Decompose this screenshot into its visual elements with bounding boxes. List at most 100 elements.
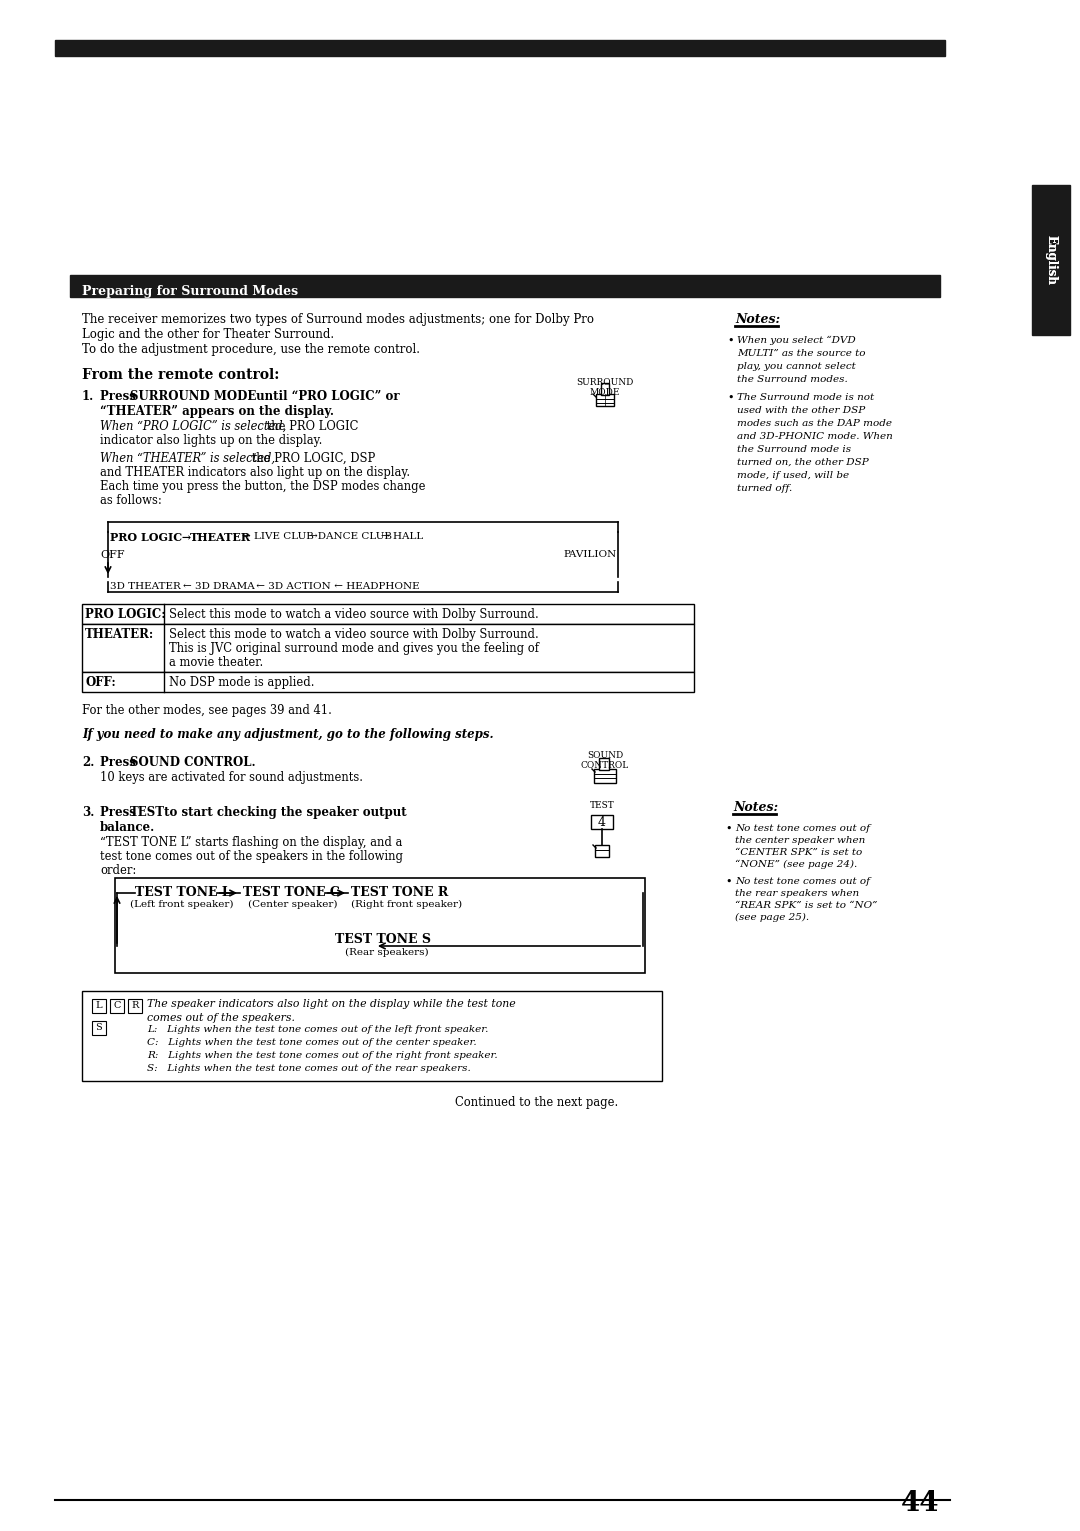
- Text: Preparing for Surround Modes: Preparing for Surround Modes: [82, 285, 298, 299]
- Text: •: •: [727, 335, 733, 346]
- Bar: [82, 991, 662, 1081]
- Text: modes such as the DAP mode: modes such as the DAP mode: [737, 419, 892, 429]
- Text: (see page 25).: (see page 25).: [735, 912, 809, 922]
- Text: If you need to make any adjustment, go to the following steps.: If you need to make any adjustment, go t…: [82, 729, 494, 741]
- Text: Press: Press: [100, 390, 140, 403]
- Text: 2.: 2.: [82, 756, 94, 769]
- Text: TEST TONE S: TEST TONE S: [335, 932, 431, 946]
- Text: R:   Lights when the test tone comes out of the right front speaker.: R: Lights when the test tone comes out o…: [147, 1050, 498, 1059]
- Text: Select this mode to watch a video source with Dolby Surround.: Select this mode to watch a video source…: [168, 628, 539, 641]
- Text: (Rear speakers): (Rear speakers): [345, 948, 429, 957]
- Text: For the other modes, see pages 39 and 41.: For the other modes, see pages 39 and 41…: [82, 704, 332, 717]
- Text: The receiver memorizes two types of Surround modes adjustments; one for Dolby Pr: The receiver memorizes two types of Surr…: [82, 312, 594, 326]
- Text: mode, if used, will be: mode, if used, will be: [737, 472, 849, 481]
- Bar: [82, 672, 694, 692]
- Bar: [92, 1000, 106, 1014]
- Text: (Right front speaker): (Right front speaker): [351, 900, 462, 909]
- Text: PAVILION: PAVILION: [563, 550, 617, 559]
- Bar: [82, 605, 694, 625]
- Text: C: C: [113, 1001, 121, 1010]
- Text: ← 3D ACTION: ← 3D ACTION: [253, 582, 330, 591]
- Text: →: →: [178, 531, 191, 544]
- Text: When you select “DVD: When you select “DVD: [737, 335, 855, 346]
- Text: the Surround mode is: the Surround mode is: [737, 446, 851, 455]
- Bar: [595, 845, 609, 857]
- Text: (Center speaker): (Center speaker): [248, 900, 337, 909]
- Text: OFF:: OFF:: [85, 677, 116, 689]
- Text: L: L: [96, 1001, 103, 1010]
- Text: From the remote control:: From the remote control:: [82, 367, 280, 383]
- Text: as follows:: as follows:: [100, 495, 162, 507]
- Text: No test tone comes out of: No test tone comes out of: [735, 824, 870, 833]
- Text: •: •: [727, 393, 733, 403]
- Text: TEST TONE L: TEST TONE L: [135, 886, 231, 899]
- Text: PRO LOGIC: PRO LOGIC: [110, 531, 183, 544]
- Text: SURROUND
MODE: SURROUND MODE: [577, 378, 634, 398]
- Bar: [129, 1000, 141, 1014]
- Bar: [599, 758, 609, 770]
- Text: •: •: [725, 824, 731, 834]
- Text: the PRO LOGIC: the PRO LOGIC: [264, 419, 359, 433]
- Text: Notes:: Notes:: [735, 312, 780, 326]
- Text: THEATER: THEATER: [190, 531, 251, 544]
- Text: MULTI” as the source to: MULTI” as the source to: [737, 349, 865, 358]
- Text: 3.: 3.: [82, 805, 94, 819]
- Text: turned on, the other DSP: turned on, the other DSP: [737, 458, 868, 467]
- Text: R: R: [132, 1001, 138, 1010]
- Text: TEST: TEST: [130, 805, 165, 819]
- Text: No test tone comes out of: No test tone comes out of: [735, 877, 870, 886]
- Text: → HALL: → HALL: [381, 531, 423, 540]
- Text: used with the other DSP: used with the other DSP: [737, 406, 865, 415]
- Text: 1.: 1.: [82, 390, 94, 403]
- Text: S: S: [96, 1024, 103, 1032]
- Text: a movie theater.: a movie theater.: [168, 655, 264, 669]
- Text: Press: Press: [100, 756, 140, 769]
- Text: THEATER:: THEATER:: [85, 628, 154, 641]
- Bar: [55, 40, 945, 57]
- Text: the Surround modes.: the Surround modes.: [737, 375, 848, 384]
- Bar: [92, 1021, 106, 1035]
- Text: ← HEADPHONE: ← HEADPHONE: [330, 582, 420, 591]
- Text: to start checking the speaker output: to start checking the speaker output: [160, 805, 407, 819]
- Text: SOUND CONTROL.: SOUND CONTROL.: [130, 756, 256, 769]
- Text: English: English: [1044, 236, 1057, 285]
- Text: SOUND
CONTROL: SOUND CONTROL: [581, 752, 630, 770]
- Text: OFF: OFF: [100, 550, 124, 560]
- Text: To do the adjustment procedure, use the remote control.: To do the adjustment procedure, use the …: [82, 343, 420, 357]
- Text: ← 3D DRAMA: ← 3D DRAMA: [183, 582, 255, 591]
- Text: 44: 44: [901, 1490, 940, 1517]
- Text: “NONE” (see page 24).: “NONE” (see page 24).: [735, 860, 858, 870]
- Text: order:: order:: [100, 863, 136, 877]
- Bar: [591, 814, 613, 828]
- Text: the center speaker when: the center speaker when: [735, 836, 865, 845]
- Text: The Surround mode is not: The Surround mode is not: [737, 393, 874, 403]
- Text: Each time you press the button, the DSP modes change: Each time you press the button, the DSP …: [100, 481, 426, 493]
- Text: S:   Lights when the test tone comes out of the rear speakers.: S: Lights when the test tone comes out o…: [147, 1064, 471, 1073]
- Bar: [596, 393, 615, 406]
- Text: “CENTER SPK” is set to: “CENTER SPK” is set to: [735, 848, 862, 857]
- Text: play, you cannot select: play, you cannot select: [737, 361, 855, 371]
- Text: The speaker indicators also light on the display while the test tone: The speaker indicators also light on the…: [147, 1000, 515, 1009]
- Text: “TEST TONE L” starts flashing on the display, and a: “TEST TONE L” starts flashing on the dis…: [100, 836, 403, 850]
- Text: comes out of the speakers.: comes out of the speakers.: [147, 1014, 295, 1023]
- Text: TEST TONE C: TEST TONE C: [243, 886, 340, 899]
- Bar: [110, 1000, 124, 1014]
- Text: and THEATER indicators also light up on the display.: and THEATER indicators also light up on …: [100, 465, 410, 479]
- Text: When “PRO LOGIC” is selected,: When “PRO LOGIC” is selected,: [100, 419, 286, 433]
- Text: 10 keys are activated for sound adjustments.: 10 keys are activated for sound adjustme…: [100, 772, 363, 784]
- Text: → LIVE CLUB: → LIVE CLUB: [242, 531, 314, 540]
- Bar: [70, 276, 940, 297]
- Text: the rear speakers when: the rear speakers when: [735, 890, 859, 899]
- Text: (Left front speaker): (Left front speaker): [130, 900, 233, 909]
- Text: English: English: [1044, 236, 1057, 285]
- Text: TEST TONE R: TEST TONE R: [351, 886, 448, 899]
- Text: When “THEATER” is selected,: When “THEATER” is selected,: [100, 452, 275, 465]
- Bar: [600, 383, 609, 395]
- Text: 4: 4: [598, 816, 606, 828]
- Text: and 3D-PHONIC mode. When: and 3D-PHONIC mode. When: [737, 432, 893, 441]
- Text: Press: Press: [100, 805, 140, 819]
- Text: “REAR SPK” is set to “NO”: “REAR SPK” is set to “NO”: [735, 902, 877, 909]
- Text: “THEATER” appears on the display.: “THEATER” appears on the display.: [100, 406, 334, 418]
- Bar: [594, 769, 616, 782]
- Text: SURROUND MODE: SURROUND MODE: [130, 390, 256, 403]
